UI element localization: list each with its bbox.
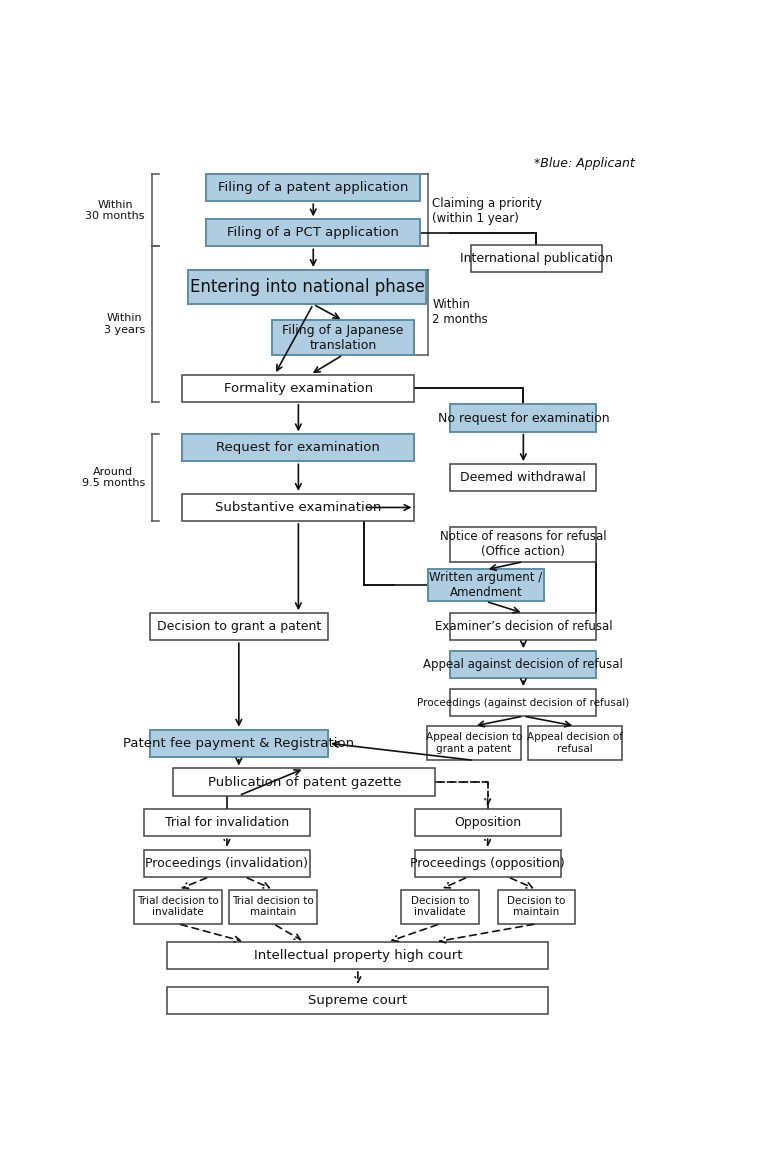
Text: Appeal decision of
refusal: Appeal decision of refusal <box>527 732 623 754</box>
Text: Filing of a patent application: Filing of a patent application <box>218 181 409 195</box>
Text: Filing of a PCT application: Filing of a PCT application <box>227 226 399 239</box>
FancyBboxPatch shape <box>428 569 544 601</box>
FancyBboxPatch shape <box>498 889 575 924</box>
Text: Substantive examination: Substantive examination <box>215 501 382 514</box>
FancyBboxPatch shape <box>451 689 596 716</box>
FancyBboxPatch shape <box>182 494 415 521</box>
Text: Proceedings (invalidation): Proceedings (invalidation) <box>145 856 309 870</box>
Text: Trial decision to
maintain: Trial decision to maintain <box>233 896 314 917</box>
FancyBboxPatch shape <box>402 889 478 924</box>
Text: Trial for invalidation: Trial for invalidation <box>165 816 289 829</box>
FancyBboxPatch shape <box>188 270 426 304</box>
FancyBboxPatch shape <box>167 942 548 969</box>
FancyBboxPatch shape <box>451 528 596 562</box>
Text: Publication of patent gazette: Publication of patent gazette <box>207 775 401 788</box>
FancyBboxPatch shape <box>150 613 328 640</box>
Text: Within
2 months: Within 2 months <box>432 298 488 326</box>
FancyBboxPatch shape <box>272 320 415 354</box>
Text: Formality examination: Formality examination <box>223 381 373 395</box>
Text: Intellectual property high court: Intellectual property high court <box>253 949 462 962</box>
FancyBboxPatch shape <box>182 434 415 461</box>
FancyBboxPatch shape <box>230 889 317 924</box>
FancyBboxPatch shape <box>427 726 521 760</box>
Text: Proceedings (against decision of refusal): Proceedings (against decision of refusal… <box>417 698 630 707</box>
FancyBboxPatch shape <box>206 174 420 202</box>
Text: Notice of reasons for refusal
(Office action): Notice of reasons for refusal (Office ac… <box>440 530 607 558</box>
FancyBboxPatch shape <box>471 245 602 272</box>
FancyBboxPatch shape <box>150 730 328 757</box>
FancyBboxPatch shape <box>167 986 548 1015</box>
Text: Examiner’s decision of refusal: Examiner’s decision of refusal <box>435 621 612 633</box>
Text: Appeal decision to
grant a patent: Appeal decision to grant a patent <box>425 732 522 754</box>
Text: Proceedings (opposition): Proceedings (opposition) <box>410 856 565 870</box>
Text: Request for examination: Request for examination <box>217 441 380 454</box>
FancyBboxPatch shape <box>451 465 596 491</box>
Text: International publication: International publication <box>460 252 613 265</box>
FancyBboxPatch shape <box>451 405 596 432</box>
Text: Decision to
invalidate: Decision to invalidate <box>411 896 469 917</box>
Text: Filing of a Japanese
translation: Filing of a Japanese translation <box>283 324 404 352</box>
Text: Patent fee payment & Registration: Patent fee payment & Registration <box>124 737 354 750</box>
Text: *Blue: Applicant: *Blue: Applicant <box>534 157 634 170</box>
Text: Entering into national phase: Entering into national phase <box>190 278 425 296</box>
Text: Opposition: Opposition <box>454 816 521 829</box>
Text: Decision to
maintain: Decision to maintain <box>507 896 566 917</box>
Text: Supreme court: Supreme court <box>309 994 407 1008</box>
FancyBboxPatch shape <box>528 726 622 760</box>
Text: Within
3 years: Within 3 years <box>104 313 145 335</box>
FancyBboxPatch shape <box>134 889 222 924</box>
FancyBboxPatch shape <box>451 651 596 678</box>
FancyBboxPatch shape <box>182 374 415 402</box>
FancyBboxPatch shape <box>451 613 596 640</box>
FancyBboxPatch shape <box>415 849 561 877</box>
FancyBboxPatch shape <box>144 809 310 836</box>
Text: Claiming a priority
(within 1 year): Claiming a priority (within 1 year) <box>432 197 542 225</box>
Text: Around
9.5 months: Around 9.5 months <box>81 467 145 488</box>
FancyBboxPatch shape <box>174 768 435 795</box>
FancyBboxPatch shape <box>144 849 310 877</box>
Text: Decision to grant a patent: Decision to grant a patent <box>157 621 321 633</box>
Text: Trial decision to
invalidate: Trial decision to invalidate <box>137 896 219 917</box>
Text: Written argument /
Amendment: Written argument / Amendment <box>429 571 542 599</box>
Text: Appeal against decision of refusal: Appeal against decision of refusal <box>423 658 624 671</box>
FancyBboxPatch shape <box>206 219 420 246</box>
Text: Deemed withdrawal: Deemed withdrawal <box>461 472 586 484</box>
Text: No request for examination: No request for examination <box>438 412 609 425</box>
FancyBboxPatch shape <box>415 809 561 836</box>
Text: Within
30 months: Within 30 months <box>85 199 145 221</box>
